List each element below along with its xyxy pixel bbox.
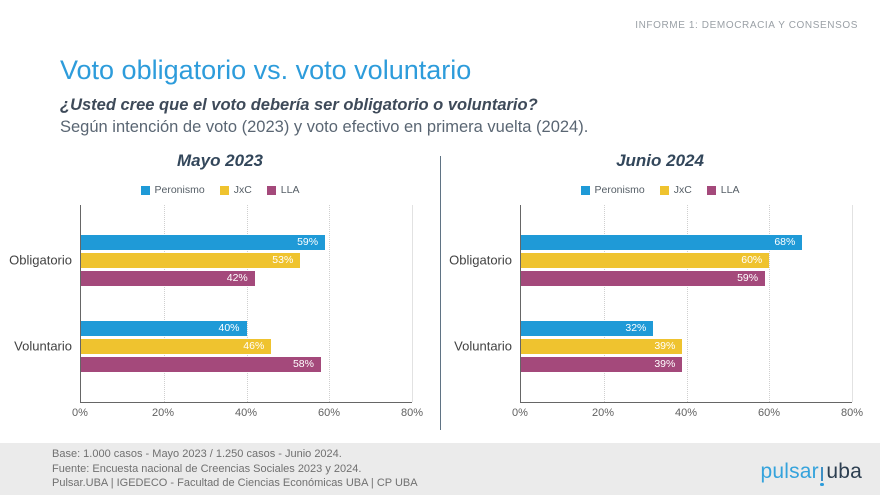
legend-swatch-icon xyxy=(580,185,590,195)
chart-legend: Peronismo JxC LLA xyxy=(0,184,440,196)
footer-credits-line: Pulsar.UBA | IGEDECO - Facultad de Cienc… xyxy=(52,477,418,489)
plot-area: 59% 53% 42% 40% 46% 58% xyxy=(80,205,413,403)
legend-label: LLA xyxy=(280,184,300,196)
gridline xyxy=(769,205,771,402)
legend-label: LLA xyxy=(720,184,740,196)
legend-item: LLA xyxy=(266,184,300,196)
report-label: INFORME 1: DEMOCRACIA Y CONSENSOS xyxy=(635,20,858,31)
chart-junio-2024: Junio 2024 Peronismo JxC LLA 68% 60% 59% 32% 3… xyxy=(440,148,880,432)
axis-tick-label: 0% xyxy=(72,407,88,419)
plot-area: 68% 60% 59% 32% 39% 39% xyxy=(520,205,853,403)
legend-label: JxC xyxy=(233,184,252,196)
x-axis: 0% 20% 40% 60% 80% xyxy=(72,407,423,421)
chart-title: Junio 2024 xyxy=(616,151,704,170)
panel-divider xyxy=(440,156,441,430)
gridline xyxy=(329,205,331,402)
axis-tick-label: 40% xyxy=(674,407,698,419)
chart-mayo-2023: Mayo 2023 Peronismo JxC LLA 59% 53% 42% 40% 46… xyxy=(0,148,440,432)
bar-lla: 42% xyxy=(81,271,255,286)
axis-tick-label: 0% xyxy=(512,407,528,419)
bar-lla: 58% xyxy=(81,357,321,372)
axis-tick-label: 60% xyxy=(317,407,341,419)
bar-group: 59% 53% 42% xyxy=(81,235,412,289)
category-label: Voluntario xyxy=(14,338,72,354)
legend-label: JxC xyxy=(673,184,692,196)
logo-uba-text: uba xyxy=(826,460,862,483)
axis-tick-label: 40% xyxy=(234,407,258,419)
axis-tick-label: 80% xyxy=(400,407,424,419)
bar-jxc: 60% xyxy=(521,253,770,268)
legend-swatch-icon xyxy=(140,185,150,195)
gridline xyxy=(686,205,688,402)
subtitle-question: ¿Usted cree que el voto debería ser obli… xyxy=(60,96,538,114)
page-title: Voto obligatorio vs. voto voluntario xyxy=(60,55,472,85)
legend-swatch-icon xyxy=(266,185,276,195)
axis-tick-label: 20% xyxy=(591,407,615,419)
legend-swatch-icon xyxy=(219,185,229,195)
legend-item: LLA xyxy=(706,184,740,196)
legend-swatch-icon xyxy=(706,185,716,195)
charts-row: Mayo 2023 Peronismo JxC LLA 59% 53% 42% 40% 46… xyxy=(0,148,880,432)
gridline xyxy=(246,205,248,402)
subtitle-detail: Según intención de voto (2023) y voto ef… xyxy=(60,118,589,136)
footer-base-line: Base: 1.000 casos - Mayo 2023 / 1.250 ca… xyxy=(52,448,342,460)
legend-label: Peronismo xyxy=(594,184,645,196)
footer-source-line: Fuente: Encuesta nacional de Creencias S… xyxy=(52,462,362,475)
gridline xyxy=(163,205,165,402)
legend-item: JxC xyxy=(659,184,692,196)
axis-tick-label: 20% xyxy=(151,407,175,419)
legend-item: Peronismo xyxy=(140,184,205,196)
logo-pulsar-text: pulsar xyxy=(760,460,819,483)
legend-swatch-icon xyxy=(659,185,669,195)
bar-peronismo: 40% xyxy=(81,321,247,336)
x-axis: 0% 20% 40% 60% 80% xyxy=(512,407,863,421)
bar-jxc: 53% xyxy=(81,253,301,268)
bar-group: 40% 46% 58% xyxy=(81,321,412,375)
bar-lla: 39% xyxy=(521,357,683,372)
bar-group: 68% 60% 59% xyxy=(521,235,852,289)
axis-tick-label: 80% xyxy=(840,407,864,419)
category-label: Obligatorio xyxy=(9,252,72,268)
bar-peronismo: 68% xyxy=(521,235,803,250)
chart-title: Mayo 2023 xyxy=(177,151,263,170)
legend-item: Peronismo xyxy=(580,184,645,196)
bar-group: 32% 39% 39% xyxy=(521,321,852,375)
bar-lla: 59% xyxy=(521,271,766,286)
chart-legend: Peronismo JxC LLA xyxy=(440,184,880,196)
plot-row: 59% 53% 42% 40% 46% 58% Obligatorio Voluntario xyxy=(0,205,440,403)
category-label: Obligatorio xyxy=(449,252,512,268)
category-label: Voluntario xyxy=(454,338,512,354)
bar-jxc: 39% xyxy=(521,339,683,354)
gridline xyxy=(852,205,853,402)
gridline xyxy=(412,205,413,402)
bar-peronismo: 59% xyxy=(81,235,326,250)
footer: Base: 1.000 casos - Mayo 2023 / 1.250 ca… xyxy=(0,443,880,495)
footer-notes: Base: 1.000 casos - Mayo 2023 / 1.250 ca… xyxy=(52,447,418,491)
pulse-icon xyxy=(820,467,824,486)
bar-jxc: 46% xyxy=(81,339,272,354)
plot-row: 68% 60% 59% 32% 39% 39% Obligatorio Voluntario xyxy=(440,205,880,403)
pulsar-uba-logo: pulsar uba xyxy=(760,460,862,486)
legend-label: Peronismo xyxy=(154,184,205,196)
gridline xyxy=(603,205,605,402)
axis-tick-label: 60% xyxy=(757,407,781,419)
bar-peronismo: 32% xyxy=(521,321,654,336)
legend-item: JxC xyxy=(219,184,252,196)
